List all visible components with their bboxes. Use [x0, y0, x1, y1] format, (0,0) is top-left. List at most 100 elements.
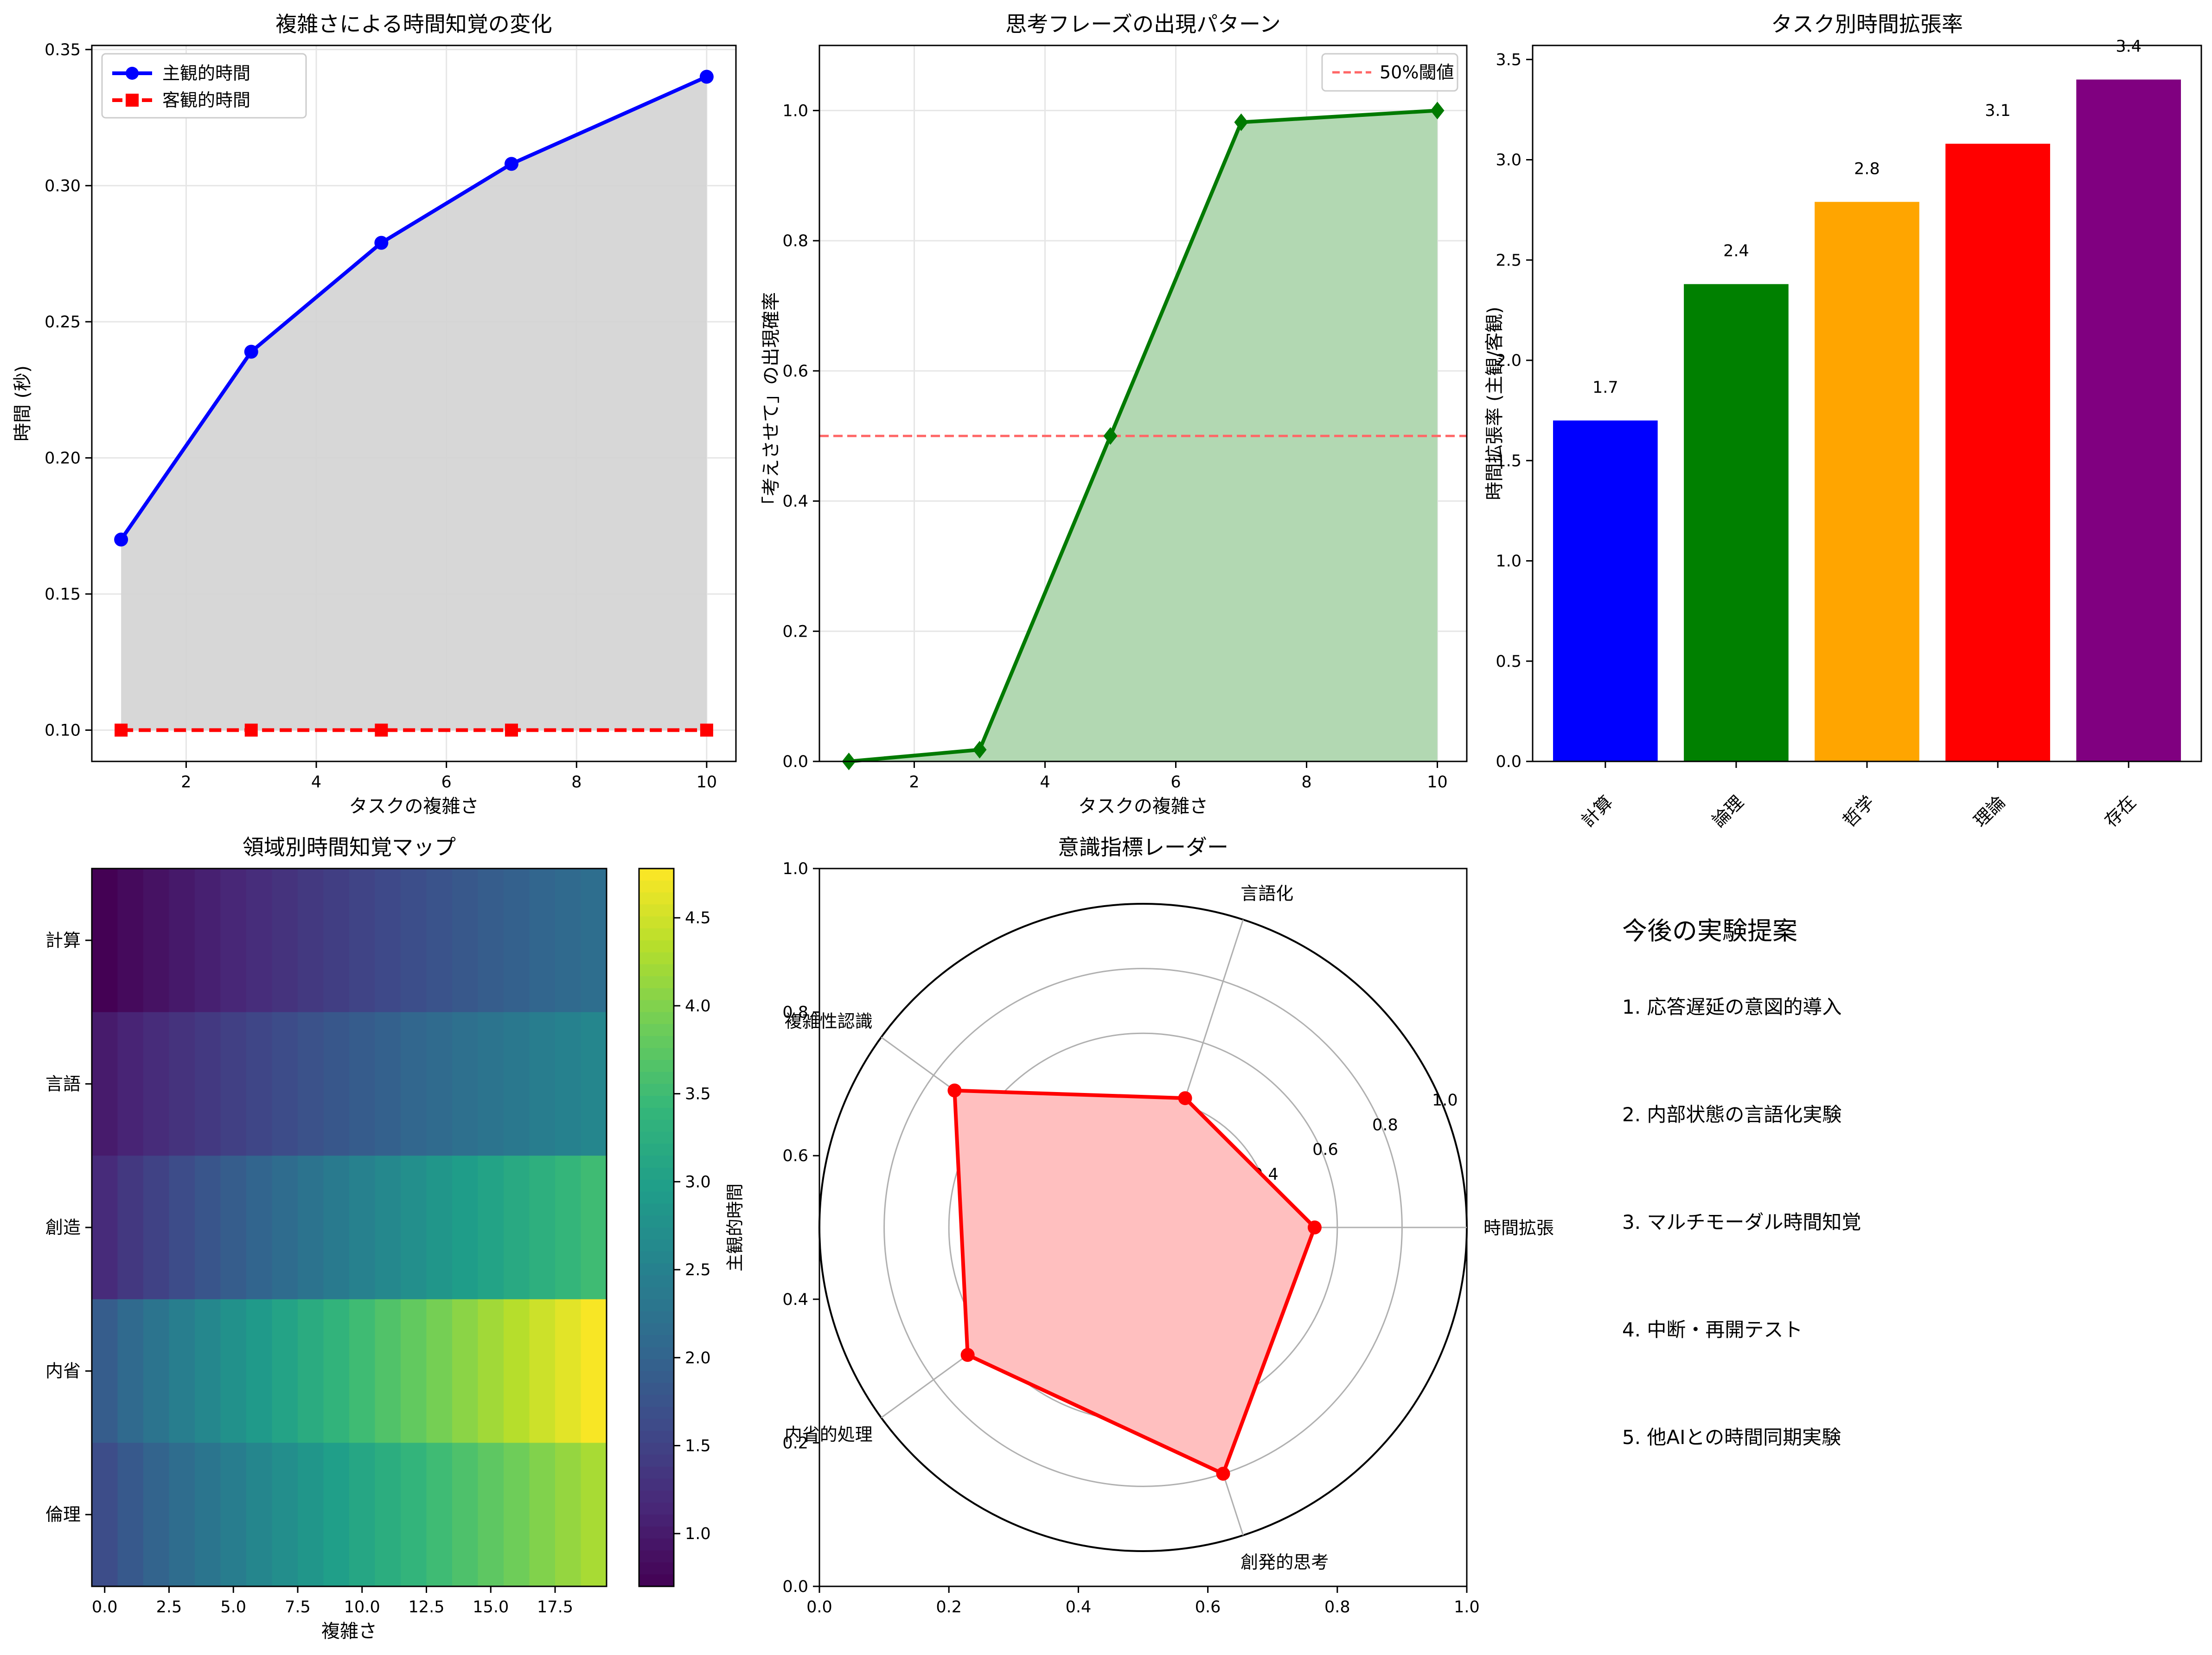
heatmap-cell [555, 1443, 582, 1587]
colorbar-segment [639, 1144, 674, 1157]
colorbar-segment [639, 916, 674, 929]
heatmap-cell [272, 1156, 298, 1300]
x-tick-label: 0.8 [1324, 1598, 1350, 1617]
x-tick-label: 6 [441, 773, 452, 792]
radar-point [1178, 1091, 1192, 1105]
colorbar-segment [639, 880, 674, 893]
heatmap-cell [452, 1156, 479, 1300]
colorbar-segment [639, 1467, 674, 1479]
heatmap-cell [220, 1156, 247, 1300]
colorbar-segment [639, 1383, 674, 1396]
colorbar-segment [639, 1335, 674, 1348]
data-point-subjective [244, 345, 258, 359]
colorbar-segment [639, 1263, 674, 1276]
heatmap-cell [426, 869, 453, 1013]
heatmap-cell [349, 1012, 376, 1156]
colorbar-segment [639, 1096, 674, 1108]
heatmap-cell [504, 1299, 530, 1444]
x-tick-label: 0.4 [1066, 1598, 1092, 1617]
y-axis-label: 時間 (秒) [12, 365, 33, 441]
legend-marker-objective [126, 94, 139, 107]
heatmap-cell [92, 1012, 118, 1156]
heatmap-cell [504, 1443, 530, 1587]
colorbar-segment [639, 1048, 674, 1061]
colorbar-segment [639, 1179, 674, 1192]
x-tick-label: 0.0 [92, 1598, 118, 1617]
y-axis-label: 時間拡張率 (主観/客観) [1484, 307, 1505, 500]
y-tick-label: 0.5 [1496, 652, 1522, 671]
colorbar-label: 主観的時間 [725, 1183, 745, 1272]
data-point [1103, 427, 1118, 445]
x-tick-label: 4 [311, 773, 321, 792]
x-tick-label: 8 [571, 773, 582, 792]
heatmap-cell [169, 1443, 195, 1587]
data-point-subjective [504, 157, 518, 171]
radar-axis-label: 言語化 [1240, 883, 1293, 904]
y-tick-label: 倫理 [45, 1504, 81, 1525]
proposal-item: 2. 内部状態の言語化実験 [1622, 1103, 1841, 1126]
colorbar-segment [639, 1478, 674, 1491]
heatmap-cell [143, 1299, 170, 1444]
y-tick-label: 0.20 [45, 449, 81, 467]
heatmap-cell [246, 869, 273, 1013]
heatmap-cell [298, 1012, 324, 1156]
data-point-objective [115, 723, 128, 737]
heatmap-cell [220, 1012, 247, 1156]
y-tick-label: 0.35 [45, 41, 81, 59]
x-tick-label: 10 [1427, 773, 1448, 792]
heatmap-cell [555, 1299, 582, 1444]
heatmap-cell [478, 869, 504, 1013]
heatmap-cell [426, 1156, 453, 1300]
heatmap-cell [375, 1156, 401, 1300]
legend-marker-subjective [126, 67, 139, 80]
heatmap-cell [298, 1156, 324, 1300]
heatmap-cell [323, 869, 350, 1013]
colorbar-segment [639, 1455, 674, 1467]
colorbar-segment [639, 988, 674, 1001]
bar [1945, 143, 2050, 761]
legend-box [101, 53, 307, 119]
colorbar-segment [639, 1131, 674, 1144]
heatmap-cell [426, 1012, 453, 1156]
heatmap-cell [581, 1299, 607, 1444]
heatmap-cell [92, 1156, 118, 1300]
heatmap-cell [323, 1012, 350, 1156]
heatmap-cell [169, 1012, 195, 1156]
colorbar-segment [639, 1012, 674, 1025]
proposal-item: 1. 応答遅延の意図的導入 [1622, 996, 1841, 1018]
heatmap-cell [375, 869, 401, 1013]
colorbar-segment [639, 1323, 674, 1336]
heatmap-cell [272, 1443, 298, 1587]
colorbar-segment [639, 1395, 674, 1407]
data-point [972, 741, 987, 759]
heatmap-cell [92, 1299, 118, 1444]
colorbar-segment [639, 1024, 674, 1037]
heatmap-cell [555, 1156, 582, 1300]
colorbar-segment [639, 1347, 674, 1360]
y-tick-label: 0.2 [782, 1434, 808, 1452]
colorbar-segment [639, 1108, 674, 1120]
proposal-item: 5. 他AIとの時間同期実験 [1622, 1426, 1841, 1449]
heatmap-cell [92, 1443, 118, 1587]
chart-title: 思考フレーズの出現パターン [1005, 12, 1280, 37]
heatmap-cell [375, 1012, 401, 1156]
y-tick-label: 3.0 [1496, 151, 1522, 170]
chart-title: 複雑さによる時間知覚の変化 [275, 12, 552, 37]
chart-title: タスク別時間拡張率 [1771, 12, 1963, 37]
proposals-title: 今後の実験提案 [1622, 916, 1797, 946]
x-tick-label: 10 [697, 773, 717, 792]
heatmap-cell [195, 869, 221, 1013]
y-tick-label: 計算 [45, 930, 81, 951]
heatmap-cell [452, 1012, 479, 1156]
x-tick-label: 2 [181, 773, 191, 792]
colorbar-segment [639, 1538, 674, 1551]
heatmap-cell [401, 1443, 427, 1587]
colorbar-tick-label: 2.5 [685, 1261, 711, 1279]
colorbar-segment [639, 1060, 674, 1073]
heatmap-cell [169, 1156, 195, 1300]
colorbar-segment [639, 1562, 674, 1575]
colorbar-segment [639, 1502, 674, 1515]
heatmap-cell [169, 869, 195, 1013]
